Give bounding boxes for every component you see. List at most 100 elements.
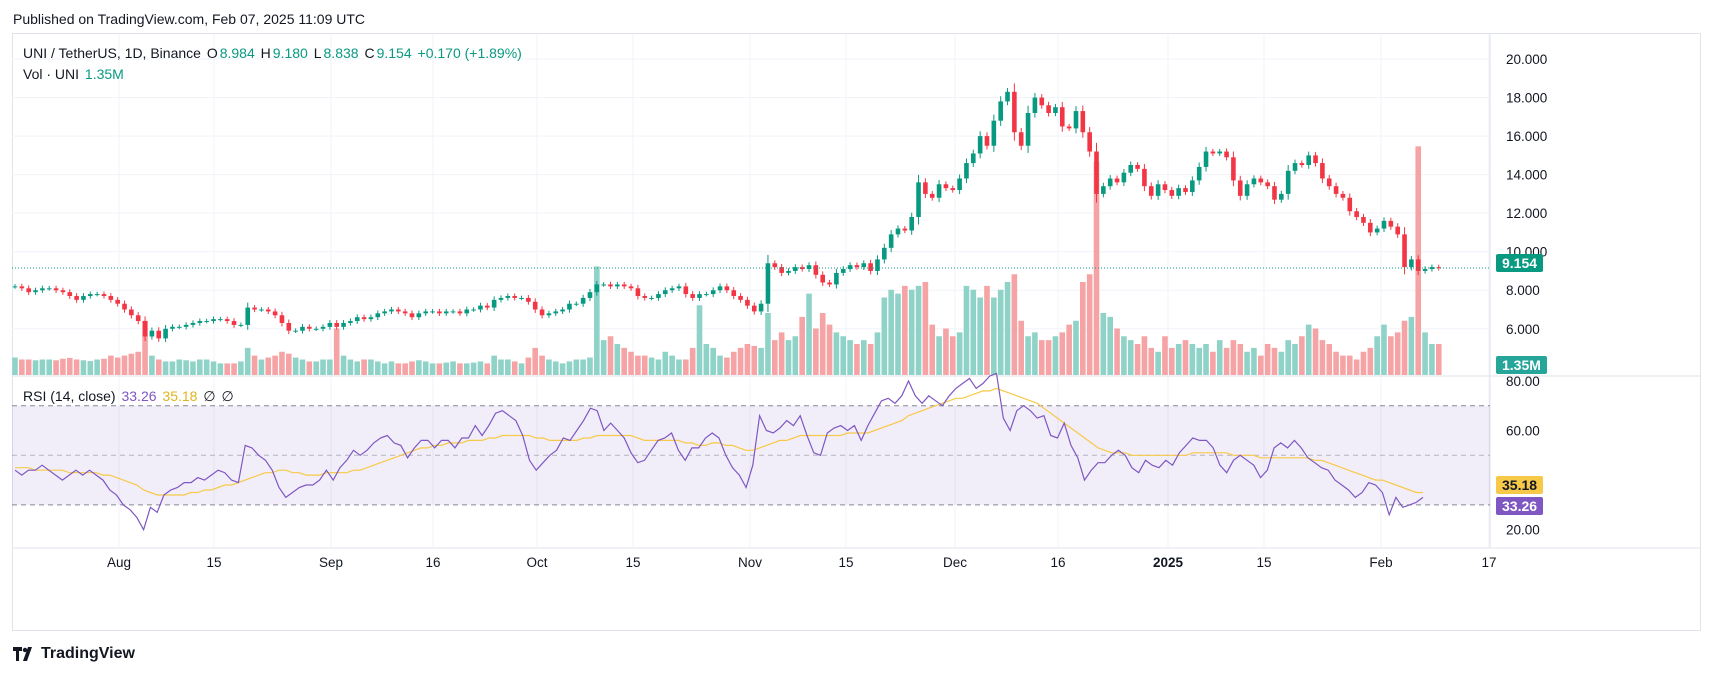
candle-body: [108, 296, 114, 300]
volume-bar: [327, 359, 333, 375]
volume-bar: [689, 347, 696, 375]
chart-frame[interactable]: [12, 33, 1701, 631]
candle-body: [745, 299, 750, 306]
volume-bar: [313, 361, 319, 375]
candle-body: [1395, 226, 1400, 235]
volume-bar: [895, 293, 901, 375]
volume-bar: [799, 316, 805, 375]
time-tick-label: Nov: [738, 555, 762, 570]
candle-body: [916, 182, 921, 218]
candle-body: [74, 296, 79, 300]
volume-bar: [635, 355, 641, 375]
volume-bar: [443, 362, 450, 375]
volume-bar: [833, 332, 840, 375]
volume-bar: [128, 353, 135, 375]
candle-body: [443, 311, 449, 314]
candle-body: [820, 274, 826, 283]
symbol-label[interactable]: UNI / TetherUS, 1D, Binance: [23, 45, 201, 61]
candle-body: [40, 288, 45, 291]
volume-bar: [1223, 347, 1230, 375]
volume-bar: [785, 340, 792, 375]
candle-body: [943, 184, 949, 189]
candle-body: [834, 272, 839, 285]
volume-bar: [970, 289, 977, 375]
candle-body: [197, 321, 203, 323]
candle-body: [1313, 155, 1318, 164]
volume-bar: [388, 361, 395, 375]
volume-bar: [771, 340, 778, 375]
volume-bar: [1127, 340, 1134, 375]
volume-bar: [429, 363, 436, 375]
candle-body: [1415, 259, 1421, 271]
candle-body: [1422, 269, 1428, 271]
candle-body: [717, 286, 723, 291]
volume-bar: [279, 351, 285, 375]
candle-body: [1012, 91, 1017, 133]
volume-bar: [108, 355, 114, 375]
volume-bar: [628, 351, 634, 375]
candle-body: [437, 311, 442, 314]
volume-bar: [149, 355, 155, 375]
time-tick-label: 15: [1256, 555, 1271, 570]
candle-body: [991, 120, 997, 146]
volume-bar: [409, 361, 415, 375]
footer: TradingView: [13, 645, 135, 663]
rsi-label[interactable]: RSI (14, close): [23, 388, 116, 404]
candle-body: [1196, 166, 1202, 181]
volume-bar: [1353, 359, 1360, 375]
volume-bar: [1360, 351, 1367, 375]
time-tick-label: Dec: [943, 555, 967, 570]
candle-body: [19, 286, 25, 289]
volume-bar: [1038, 340, 1045, 375]
volume-legend: Vol · UNI 1.35M: [23, 66, 126, 82]
volume-bar: [655, 359, 662, 375]
candle-body: [827, 282, 832, 285]
candle-body: [621, 284, 627, 287]
grid: [12, 34, 1700, 549]
candle-body: [882, 247, 887, 260]
volume-label[interactable]: Vol · UNI: [23, 66, 80, 82]
volume-bar: [162, 361, 169, 375]
candle-body: [498, 297, 504, 300]
candle-body: [1402, 234, 1407, 268]
candle-body: [765, 263, 771, 304]
volume-bar: [402, 363, 408, 375]
candle-body: [382, 311, 387, 314]
volume-bar: [1121, 336, 1127, 375]
candle-body: [758, 303, 764, 312]
volume-bar: [1162, 336, 1168, 375]
volume-bars: [12, 146, 1442, 375]
candle-body: [779, 267, 784, 273]
footer-brand[interactable]: TradingView: [41, 645, 135, 662]
candle-body: [1005, 91, 1010, 102]
volume-bar: [265, 357, 272, 375]
candle-body: [1032, 97, 1038, 113]
volume-bar: [594, 266, 600, 375]
candle-body: [923, 182, 928, 194]
candle-body: [580, 297, 586, 304]
candlesticks: [12, 83, 1490, 343]
candle-body: [909, 217, 914, 231]
volume-bar: [470, 362, 477, 375]
volume-bar: [860, 340, 867, 375]
volume-bar: [908, 289, 915, 375]
candle-body: [929, 193, 935, 198]
tradingview-logo-icon[interactable]: [13, 647, 35, 661]
volume-bar: [1340, 355, 1346, 375]
volume-bar: [991, 297, 997, 375]
candle-body: [731, 290, 737, 297]
volume-bar: [381, 363, 388, 375]
candle-body: [368, 317, 374, 320]
volume-bar: [1203, 344, 1209, 375]
candle-body: [94, 294, 100, 296]
volume-bar: [1251, 347, 1257, 375]
candle-body: [861, 263, 867, 268]
volume-bar: [1285, 340, 1291, 375]
candle-body: [1094, 151, 1099, 194]
time-tick-label: 17: [1481, 555, 1496, 570]
candle-body: [1169, 190, 1175, 196]
volume-bar: [436, 363, 443, 375]
candle-body: [888, 234, 894, 248]
volume-bar: [840, 336, 847, 375]
